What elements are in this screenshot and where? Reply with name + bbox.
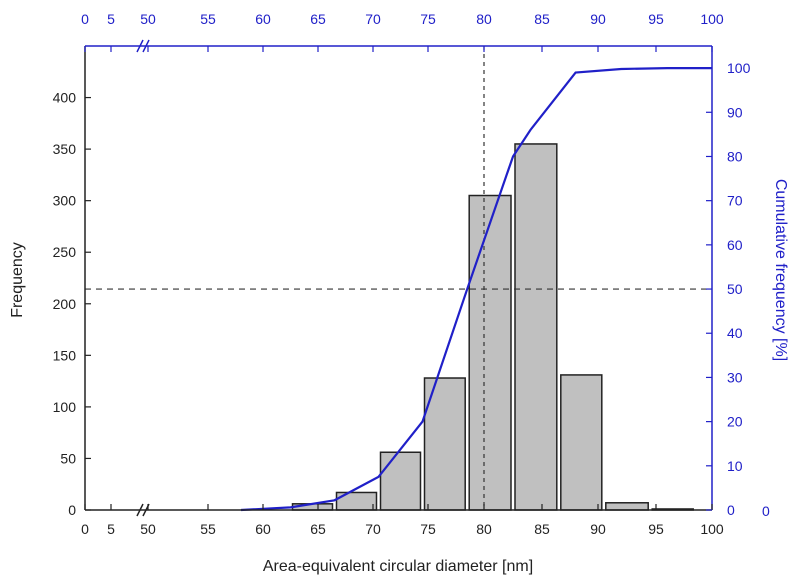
y2-tick-label: 90 xyxy=(727,104,743,120)
x-tick-label-bottom: 65 xyxy=(310,521,326,537)
x-tick-label-bottom: 75 xyxy=(420,521,436,537)
y2-tick-label: 80 xyxy=(727,148,743,164)
y-tick-label: 0 xyxy=(68,502,76,518)
histogram-bar xyxy=(468,194,512,511)
axes-frame xyxy=(84,39,713,517)
x-tick-label-bottom: 95 xyxy=(648,521,664,537)
histogram-bar xyxy=(379,451,422,511)
bars-layer xyxy=(291,143,694,511)
histogram-bar xyxy=(514,143,558,511)
y-tick-label: 300 xyxy=(53,193,77,209)
y2-zero-extra-label: 0 xyxy=(762,503,770,519)
x-tick-label-top: 50 xyxy=(140,11,156,27)
y2-tick-label: 10 xyxy=(727,458,743,474)
axis-break-mark-top xyxy=(136,39,144,53)
y-axis-label: Frequency xyxy=(9,242,26,318)
histogram-bar xyxy=(605,502,649,511)
y-tick-label: 100 xyxy=(53,399,77,415)
x-tick-label-top: 85 xyxy=(534,11,550,27)
y2-axis-label: Cumulative frequency [%] xyxy=(772,179,789,361)
x-tick-label-top: 55 xyxy=(200,11,216,27)
x-tick-label-bottom: 80 xyxy=(476,521,492,537)
y-tick-label: 350 xyxy=(53,141,77,157)
x-tick-label-top: 80 xyxy=(476,11,492,27)
x-axis-label: Area-equivalent circular diameter [nm] xyxy=(263,558,533,575)
y2-tick-label: 40 xyxy=(727,325,743,341)
y-tick-label: 50 xyxy=(60,450,76,466)
x-tick-label-top: 0 xyxy=(81,11,89,27)
y-tick-label: 400 xyxy=(53,90,77,106)
x-tick-label-top: 100 xyxy=(700,11,724,27)
x-tick-label-top: 90 xyxy=(590,11,606,27)
y2-tick-label: 0 xyxy=(727,502,735,518)
x-tick-label-bottom: 60 xyxy=(255,521,271,537)
y2-tick-label: 70 xyxy=(727,193,743,209)
x-tick-label-top: 5 xyxy=(107,11,115,27)
cumulative-line-layer xyxy=(240,66,712,512)
x-tick-label-top: 70 xyxy=(365,11,381,27)
x-tick-label-bottom: 70 xyxy=(365,521,381,537)
y2-tick-label: 50 xyxy=(727,281,743,297)
y2-tick-label: 30 xyxy=(727,369,743,385)
y2-tick-label: 100 xyxy=(727,60,751,76)
x-tick-label-bottom: 50 xyxy=(140,521,156,537)
y2-tick-label: 20 xyxy=(727,414,743,430)
histogram-bar xyxy=(560,374,603,511)
x-tick-label-top: 65 xyxy=(310,11,326,27)
x-tick-label-bottom: 5 xyxy=(107,521,115,537)
x-tick-label-top: 60 xyxy=(255,11,271,27)
axis-break-mark-top xyxy=(142,39,150,53)
x-tick-label-bottom: 55 xyxy=(200,521,216,537)
y2-tick-label: 60 xyxy=(727,237,743,253)
cumulative-frequency-line xyxy=(240,66,712,512)
x-tick-label-top: 75 xyxy=(420,11,436,27)
axis-break-mark-bottom xyxy=(136,503,144,517)
y-tick-label: 250 xyxy=(53,244,77,260)
y-tick-label: 200 xyxy=(53,296,77,312)
x-tick-label-bottom: 90 xyxy=(590,521,606,537)
y-tick-label: 150 xyxy=(53,347,77,363)
x-tick-label-bottom: 100 xyxy=(700,521,724,537)
x-tick-label-bottom: 0 xyxy=(81,521,89,537)
histogram-bar xyxy=(423,377,466,511)
reference-lines xyxy=(85,46,712,510)
tick-layer: 0055505055556060656570707575808085859090… xyxy=(53,11,751,537)
x-tick-label-bottom: 85 xyxy=(534,521,550,537)
x-tick-label-top: 95 xyxy=(648,11,664,27)
